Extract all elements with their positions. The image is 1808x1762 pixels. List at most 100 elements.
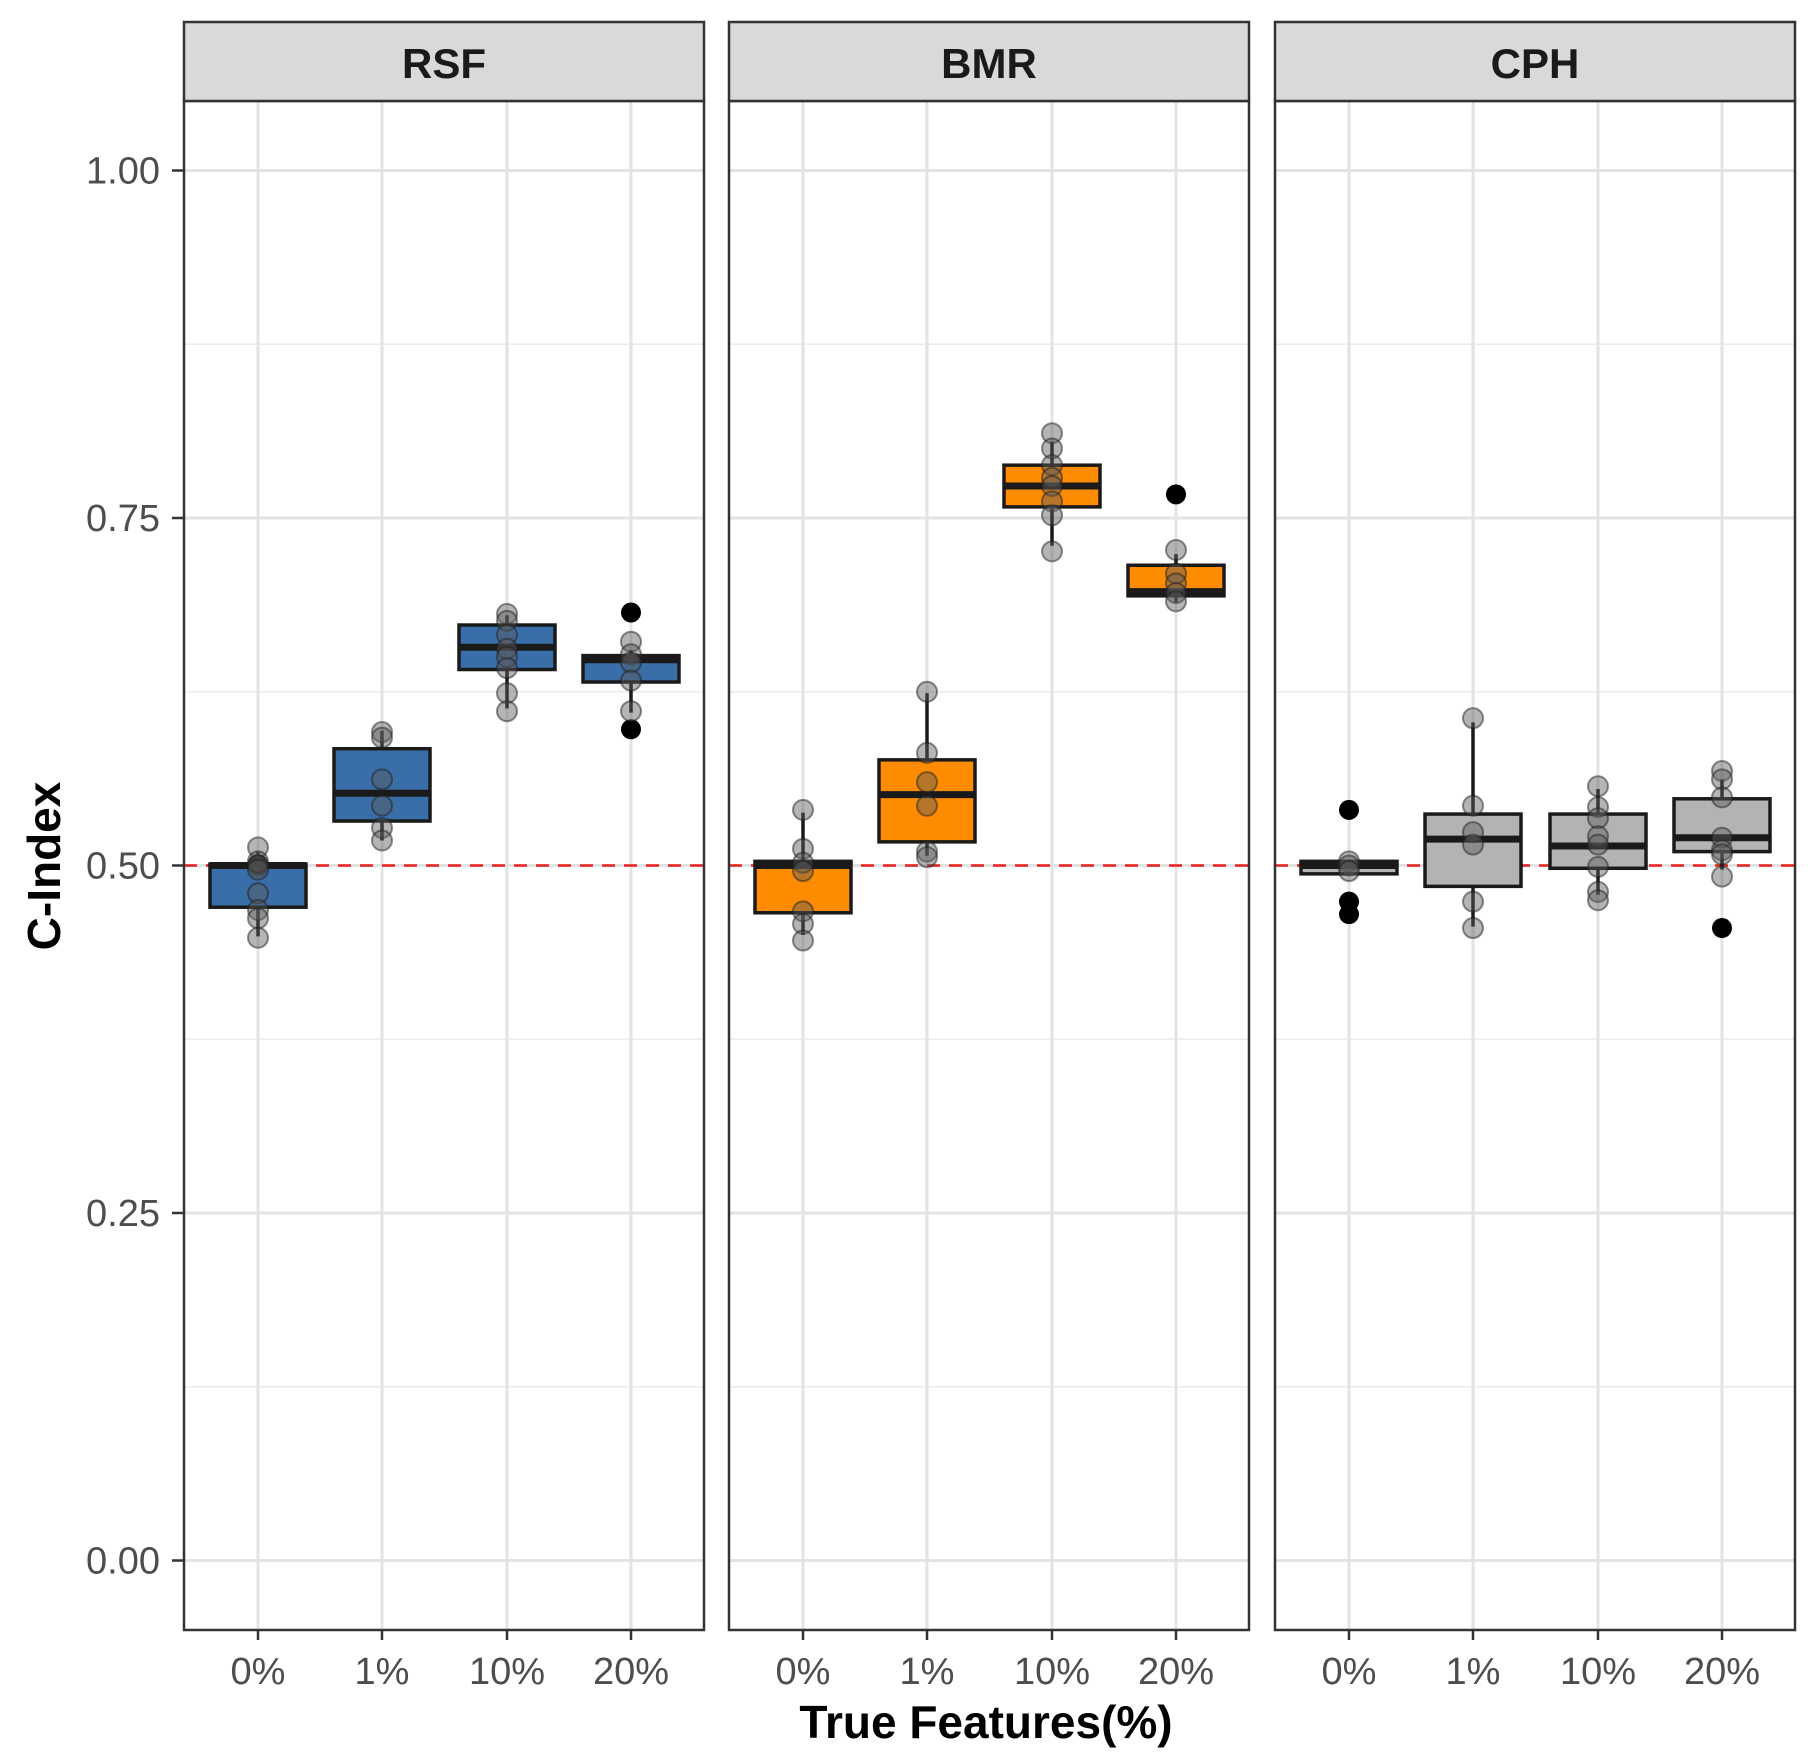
box-body: [877, 758, 977, 844]
data-point: [1462, 833, 1484, 856]
y-tick-label: 0.00: [86, 1541, 160, 1583]
data-point: [247, 898, 269, 921]
box-rsf-20pct: [581, 602, 681, 740]
data-point: [620, 643, 642, 666]
facet-label: BMR: [941, 40, 1037, 87]
data-point: [496, 682, 518, 705]
x-tick-label: 1%: [355, 1651, 410, 1693]
facet-label: CPH: [1491, 40, 1580, 87]
data-point: [247, 907, 269, 930]
outlier-point: [1339, 904, 1359, 925]
x-tick-label: 1%: [900, 1651, 955, 1693]
data-point: [1041, 540, 1063, 563]
data-point: [916, 771, 938, 794]
data-point: [1587, 775, 1609, 798]
facet-strip: [1273, 20, 1797, 103]
data-point: [1165, 582, 1187, 605]
data-point: [247, 882, 269, 905]
data-point: [371, 794, 393, 817]
box-body: [1548, 812, 1648, 871]
data-point: [1587, 833, 1609, 856]
box-body: [332, 746, 432, 823]
data-point: [1587, 889, 1609, 912]
x-tick-label: 0%: [1322, 1651, 1377, 1693]
data-point: [371, 726, 393, 749]
x-tick-label: 0%: [776, 1651, 831, 1693]
outlier-point: [1712, 918, 1732, 939]
data-point: [1462, 707, 1484, 730]
outlier-point: [621, 602, 641, 623]
x-tick-label: 10%: [1560, 1651, 1636, 1693]
x-axis-title: True Features(%): [799, 1696, 1172, 1748]
facet-strip: [182, 20, 706, 103]
data-point: [371, 768, 393, 791]
data-point: [1587, 855, 1609, 878]
data-point: [916, 840, 938, 863]
data-point: [792, 851, 814, 874]
data-point: [247, 926, 269, 949]
data-point: [1711, 759, 1733, 782]
y-axis-title: C-Index: [18, 781, 70, 950]
data-point: [916, 741, 938, 764]
outlier-point: [621, 719, 641, 740]
data-point: [1711, 843, 1733, 866]
box-rsf-0pct: [208, 836, 308, 949]
data-point: [1165, 538, 1187, 561]
x-tick-label: 10%: [1014, 1651, 1090, 1693]
box-rsf-10pct: [457, 602, 557, 723]
box-body: [1423, 812, 1523, 889]
y-tick-label: 0.75: [86, 498, 160, 540]
box-cph-20pct: [1672, 759, 1772, 939]
data-point: [496, 657, 518, 680]
data-point: [792, 798, 814, 821]
data-point: [1462, 794, 1484, 817]
data-point: [247, 858, 269, 881]
y-tick-label: 0.50: [86, 846, 160, 888]
data-point: [620, 651, 642, 674]
box-bmr-0pct: [753, 798, 853, 952]
data-point: [1041, 475, 1063, 498]
data-point: [1041, 422, 1063, 445]
x-tick-label: 1%: [1446, 1651, 1501, 1693]
data-point: [1338, 860, 1360, 883]
data-point: [1711, 865, 1733, 888]
outlier-point: [1166, 484, 1186, 505]
x-tick-label: 10%: [469, 1651, 545, 1693]
data-point: [916, 794, 938, 817]
data-point: [620, 700, 642, 723]
data-point: [792, 860, 814, 883]
box-cph-0pct: [1299, 799, 1399, 925]
data-point: [1462, 890, 1484, 913]
frame-layer: RSF BMR CPH: [182, 20, 1797, 1632]
x-tick-label: 20%: [1684, 1651, 1760, 1693]
box-bmr-1pct: [877, 680, 977, 869]
facet-label: RSF: [402, 40, 486, 87]
box-bmr-20pct: [1126, 484, 1226, 613]
data-point: [1711, 786, 1733, 809]
data-point: [1587, 880, 1609, 903]
y-tick-label: 1.00: [86, 151, 160, 193]
box-cph-10pct: [1548, 775, 1648, 912]
data-point: [916, 846, 938, 869]
x-tick-label: 20%: [593, 1651, 669, 1693]
data-point: [496, 646, 518, 668]
x-tick-label: 0%: [231, 1651, 286, 1693]
data-point: [1041, 437, 1063, 460]
data-point: [1165, 590, 1187, 613]
data-point: [1462, 917, 1484, 940]
x-tick-label: 20%: [1138, 1651, 1214, 1693]
data-point: [1587, 825, 1609, 848]
data-point: [1041, 504, 1063, 527]
facet-strip: [727, 20, 1251, 103]
data-point: [792, 929, 814, 952]
data-point: [496, 700, 518, 723]
data-point: [371, 829, 393, 852]
data-point: [916, 680, 938, 703]
box-rsf-1pct: [332, 721, 432, 852]
axes-layer: 0% 1% 10% 20% 0% 1% 10% 20% 0% 1% 10% 20% 0.00 0.25 0.…: [86, 151, 1760, 1694]
data-point: [620, 669, 642, 692]
data-point: [371, 721, 393, 744]
data-point: [1711, 768, 1733, 791]
box-cph-1pct: [1423, 707, 1523, 940]
